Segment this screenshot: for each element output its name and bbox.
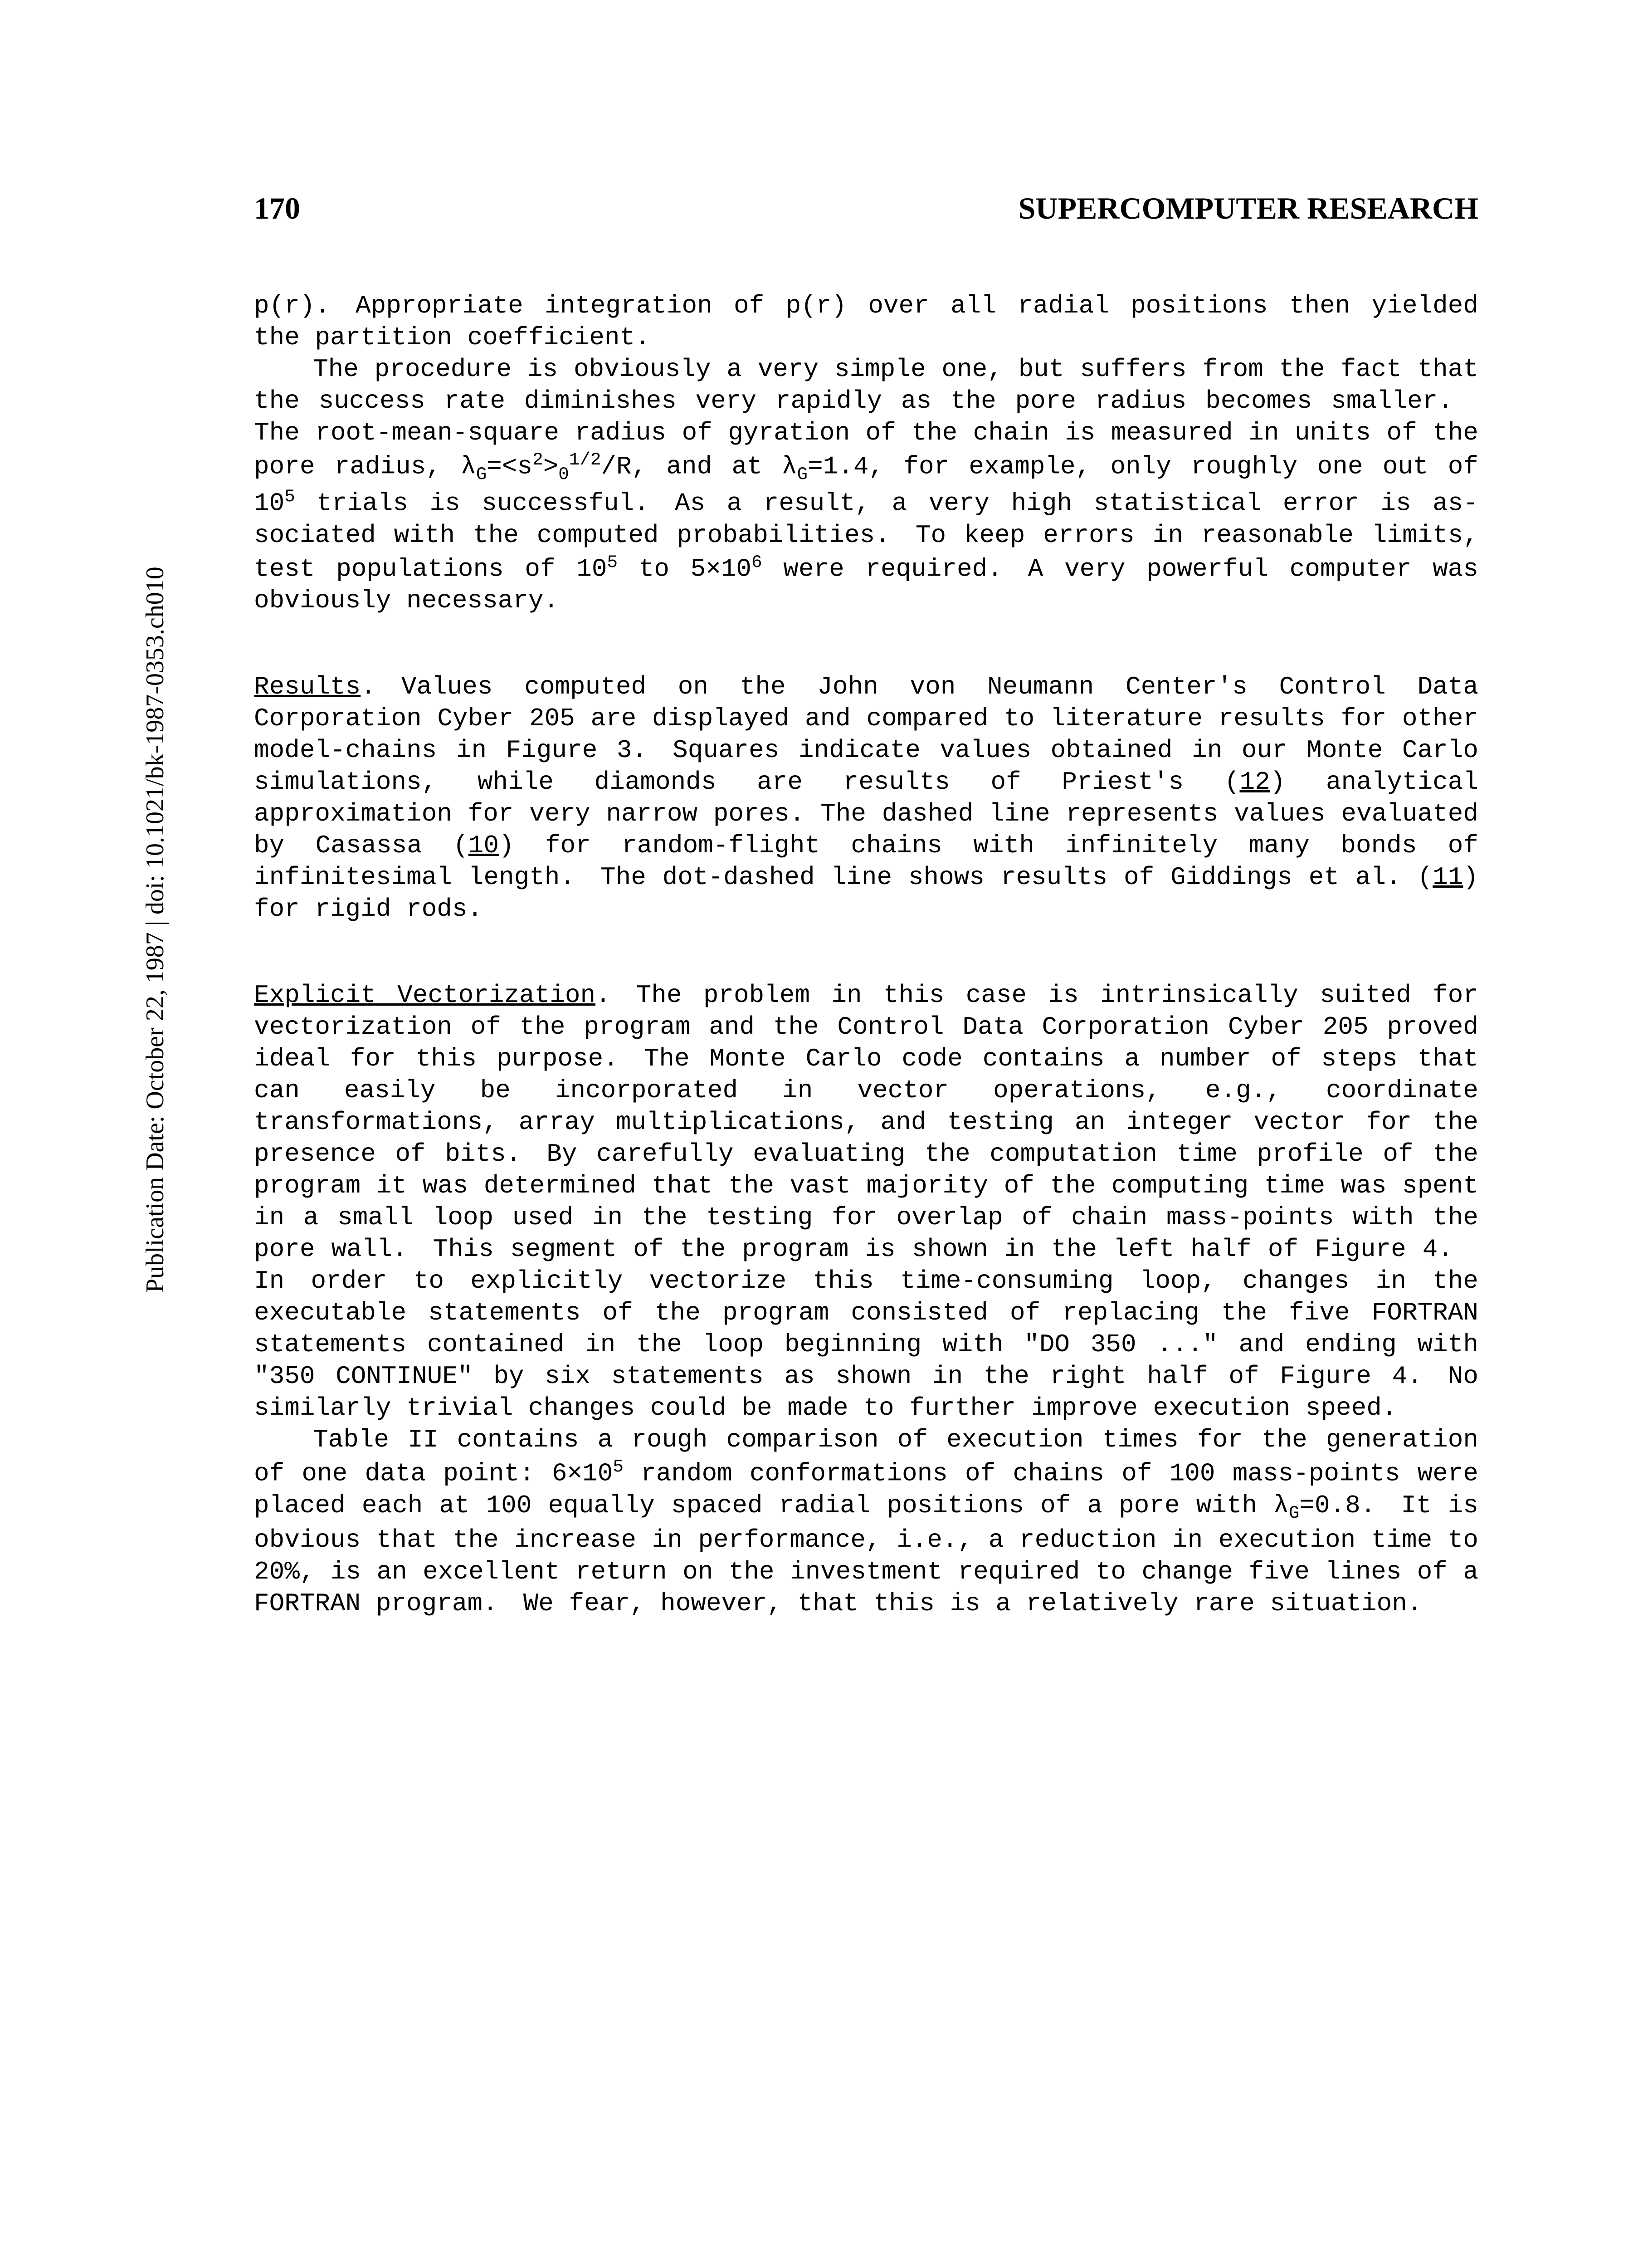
content-area: 170 SUPERCOMPUTER RESEARCH p(r). Appropr… <box>254 191 1478 1619</box>
text-run: > <box>543 452 559 481</box>
superscript: 5 <box>284 486 295 507</box>
superscript: 5 <box>607 552 618 572</box>
superscript: 5 <box>613 1457 624 1477</box>
text-run: . The problem in this case is intrinsica… <box>254 981 1478 1422</box>
subscript: G <box>476 464 487 484</box>
running-head: SUPERCOMPUTER RESEARCH <box>1019 191 1478 226</box>
citation-ref: 12 <box>1239 767 1270 797</box>
text-run: =<s <box>487 452 532 481</box>
running-header: 170 SUPERCOMPUTER RESEARCH <box>254 191 1478 226</box>
subscript: 0 <box>558 464 569 484</box>
para-results: Results. Values computed on the John von… <box>254 671 1478 925</box>
superscript: 1/2 <box>569 450 601 470</box>
text-run: to 5×10 <box>618 554 751 583</box>
para-1a: p(r). Appropriate integration of p(r) ov… <box>254 290 1478 353</box>
para-1b: The procedure is obviously a very simple… <box>254 353 1478 616</box>
superscript: 6 <box>751 552 762 572</box>
superscript: 2 <box>532 450 543 470</box>
section-head-results: Results <box>254 672 361 701</box>
text-run: /R, and at λ <box>601 452 797 481</box>
citation-ref: 11 <box>1433 863 1463 892</box>
citation-ref: 10 <box>468 831 499 860</box>
subscript: G <box>797 464 808 484</box>
publication-sidebar: Publication Date: October 22, 1987 | doi… <box>141 567 170 1293</box>
subscript: G <box>1289 1503 1300 1523</box>
section-head-vectorization: Explicit Vectorization <box>254 981 595 1010</box>
para-vectorization: Explicit Vectorization. The problem in t… <box>254 979 1478 1424</box>
body-text: p(r). Appropriate integration of p(r) ov… <box>254 290 1478 1619</box>
page: Publication Date: October 22, 1987 | doi… <box>0 0 1633 2268</box>
page-number: 170 <box>254 191 300 226</box>
para-table: Table II contains a rough comparison of … <box>254 1424 1478 1619</box>
